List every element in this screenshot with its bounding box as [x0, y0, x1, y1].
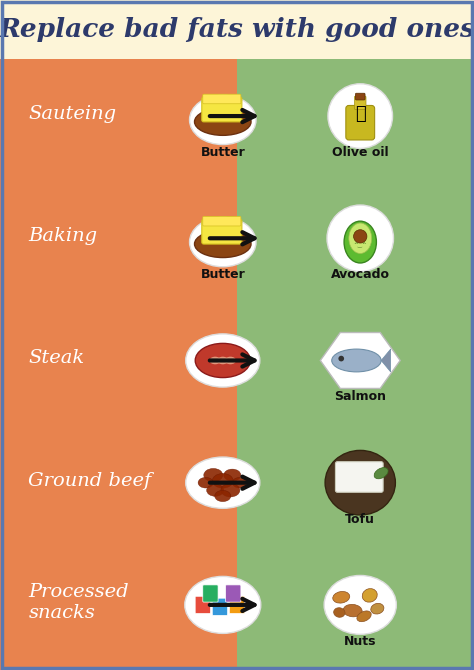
Ellipse shape: [221, 484, 240, 497]
Ellipse shape: [325, 450, 395, 515]
Text: Avocado: Avocado: [331, 268, 390, 281]
FancyBboxPatch shape: [202, 219, 242, 244]
Ellipse shape: [186, 334, 260, 387]
FancyBboxPatch shape: [336, 462, 383, 492]
Text: Replace bad fats with good ones: Replace bad fats with good ones: [0, 17, 474, 42]
Ellipse shape: [333, 592, 350, 603]
Ellipse shape: [224, 469, 241, 481]
FancyBboxPatch shape: [226, 585, 241, 602]
Ellipse shape: [374, 468, 388, 479]
Ellipse shape: [343, 604, 362, 617]
FancyBboxPatch shape: [195, 596, 210, 614]
FancyBboxPatch shape: [203, 216, 241, 226]
Ellipse shape: [186, 457, 260, 509]
Ellipse shape: [232, 477, 247, 488]
Polygon shape: [320, 332, 400, 389]
FancyBboxPatch shape: [346, 105, 374, 140]
Text: Salmon: Salmon: [334, 391, 386, 403]
Ellipse shape: [194, 230, 251, 257]
Text: Ground beef: Ground beef: [28, 472, 152, 490]
Ellipse shape: [207, 484, 224, 496]
Text: Butter: Butter: [201, 146, 245, 159]
Ellipse shape: [324, 576, 396, 634]
Text: 🫒: 🫒: [355, 105, 365, 123]
Ellipse shape: [362, 589, 377, 602]
Ellipse shape: [204, 468, 223, 482]
Ellipse shape: [198, 477, 213, 488]
Ellipse shape: [195, 344, 250, 378]
Ellipse shape: [332, 349, 381, 372]
FancyBboxPatch shape: [212, 598, 228, 616]
Polygon shape: [381, 349, 391, 372]
Text: ^‿^: ^‿^: [354, 243, 367, 249]
Ellipse shape: [212, 474, 233, 488]
Ellipse shape: [371, 604, 384, 614]
Text: Processed
snacks: Processed snacks: [28, 584, 129, 622]
Bar: [0, 0, 474, 59]
Ellipse shape: [185, 576, 261, 633]
Circle shape: [354, 230, 367, 243]
Text: Baking: Baking: [28, 227, 98, 245]
Bar: [0, 59, 237, 670]
Text: Tofu: Tofu: [345, 513, 375, 526]
Ellipse shape: [327, 205, 393, 271]
Circle shape: [338, 356, 344, 361]
Text: Nuts: Nuts: [344, 635, 376, 648]
FancyBboxPatch shape: [355, 96, 366, 109]
Ellipse shape: [210, 356, 221, 364]
Ellipse shape: [334, 608, 345, 617]
Ellipse shape: [225, 356, 236, 364]
Ellipse shape: [190, 95, 256, 145]
Bar: [237, 59, 474, 670]
Ellipse shape: [344, 221, 376, 263]
Text: Butter: Butter: [201, 268, 245, 281]
Ellipse shape: [217, 356, 228, 364]
Ellipse shape: [215, 490, 231, 502]
Ellipse shape: [349, 223, 372, 253]
Ellipse shape: [194, 108, 251, 135]
Text: Sauteing: Sauteing: [28, 105, 117, 123]
Text: Olive oil: Olive oil: [332, 146, 389, 159]
FancyBboxPatch shape: [203, 94, 241, 104]
Ellipse shape: [357, 611, 371, 622]
FancyBboxPatch shape: [203, 585, 218, 602]
FancyBboxPatch shape: [202, 97, 242, 122]
FancyBboxPatch shape: [229, 596, 245, 614]
Ellipse shape: [328, 84, 392, 148]
Text: Steak: Steak: [28, 350, 85, 367]
Ellipse shape: [190, 217, 256, 267]
FancyBboxPatch shape: [356, 93, 365, 100]
